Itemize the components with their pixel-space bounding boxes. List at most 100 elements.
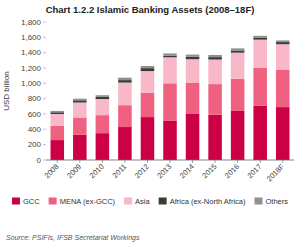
legend-label: Africa (ex-North Africa) — [170, 197, 246, 206]
x-tick-label: 2008 — [43, 162, 61, 180]
x-tick-label: 2012 — [133, 162, 151, 180]
bar-segment — [51, 126, 65, 140]
y-tick — [43, 83, 46, 84]
bar-segment — [118, 78, 132, 80]
bar-segment — [253, 106, 267, 160]
x-tick-label: 2011 — [111, 162, 129, 180]
x-tick — [170, 160, 171, 163]
bar-segment — [118, 105, 132, 127]
bar-segment — [186, 57, 200, 59]
x-tick-label: 2009 — [65, 162, 83, 180]
bar-segment — [231, 53, 245, 79]
bar-segment — [186, 55, 200, 57]
bar-segment — [96, 97, 110, 99]
bar-segment — [163, 121, 177, 160]
source-note: Source: PSIFIs, IFSB Secretariat Working… — [6, 234, 140, 242]
x-tick — [192, 160, 193, 163]
legend-swatch — [255, 198, 263, 205]
x-tick-label: 2016 — [223, 162, 241, 180]
bar-segment — [231, 79, 245, 111]
bar-segment — [163, 83, 177, 121]
x-tick — [57, 160, 58, 163]
bars — [51, 36, 290, 160]
y-tick — [43, 52, 46, 53]
bar-segment — [163, 57, 177, 83]
bar-segment — [253, 37, 267, 39]
y-tick-label: 600 — [28, 110, 42, 119]
x-tick-label: 2015 — [200, 162, 218, 180]
bar-segment — [51, 114, 65, 126]
y-tick-label: 400 — [28, 125, 42, 134]
bar-segment — [163, 53, 177, 55]
x-tick — [79, 160, 80, 163]
bar-segment — [73, 135, 87, 160]
legend-swatch — [12, 198, 20, 205]
bar-segment — [276, 42, 290, 44]
x-tick — [147, 160, 148, 163]
chart: Chart 1.2.2 Islamic Banking Assets (2008… — [0, 0, 300, 246]
bar-segment — [253, 40, 267, 68]
legend-item: Africa (ex-North Africa) — [159, 197, 246, 206]
bar-segment — [51, 111, 65, 112]
x-tick — [215, 160, 216, 163]
bar-segment — [96, 99, 110, 115]
x-tick-label: 2013 — [155, 162, 173, 180]
bar-segment — [231, 48, 245, 50]
legend-item: Asia — [124, 197, 150, 206]
y-tick-label: 1,200 — [21, 64, 42, 73]
bar-segment — [208, 115, 222, 160]
legend-item: MENA (ex-GCC) — [49, 197, 116, 206]
legend-swatch — [159, 198, 167, 205]
bar-segment — [141, 66, 155, 68]
y-tick-label: 1,000 — [21, 79, 42, 88]
bar-segment — [231, 111, 245, 160]
bar-segment — [141, 117, 155, 160]
legend-label: MENA (ex-GCC) — [60, 197, 116, 206]
y-tick-label: 1,600 — [21, 33, 42, 42]
bar-segment — [208, 57, 222, 59]
x-tick — [260, 160, 261, 163]
bar-segment — [73, 100, 87, 102]
y-tick — [43, 98, 46, 99]
bar-segment — [118, 80, 132, 82]
y-tick — [43, 144, 46, 145]
bar-segment — [73, 117, 87, 134]
x-tick — [124, 160, 125, 163]
bar-segment — [253, 36, 267, 38]
y-tick — [43, 37, 46, 38]
bar-segment — [276, 40, 290, 42]
legend-item: GCC — [12, 197, 40, 206]
bar-segment — [51, 140, 65, 160]
x-tick — [102, 160, 103, 163]
bar-segment — [96, 95, 110, 97]
bar-segment — [253, 68, 267, 106]
y-tick-label: 800 — [28, 94, 42, 103]
y-axis-label: USD billion — [2, 71, 11, 111]
y-tick — [43, 129, 46, 130]
bar-segment — [96, 115, 110, 133]
y-tick-label: 1,400 — [21, 48, 42, 57]
bar-segment — [231, 51, 245, 53]
bar-segment — [186, 114, 200, 160]
bar-segment — [118, 127, 132, 160]
x-tick-label: 2010 — [88, 162, 106, 180]
bar-segment — [186, 83, 200, 114]
x-tick-label: 2018F — [265, 162, 287, 184]
bar-segment — [51, 112, 65, 114]
bar-segment — [73, 103, 87, 118]
bar-segment — [118, 83, 132, 106]
legend-item: Others — [255, 197, 289, 206]
x-tick — [237, 160, 238, 163]
x-tick-label: 2014 — [178, 162, 196, 180]
bar-segment — [163, 56, 177, 58]
legend-label: Asia — [135, 197, 150, 206]
x-tick — [282, 160, 283, 163]
bar-segment — [186, 59, 200, 82]
bar-segment — [208, 60, 222, 85]
bar-segment — [141, 71, 155, 93]
bar-segment — [208, 84, 222, 115]
title: Chart 1.2.2 Islamic Banking Assets (2008… — [46, 4, 255, 15]
bar-segment — [73, 99, 87, 101]
y-tick — [43, 160, 46, 161]
bar-segment — [141, 68, 155, 71]
